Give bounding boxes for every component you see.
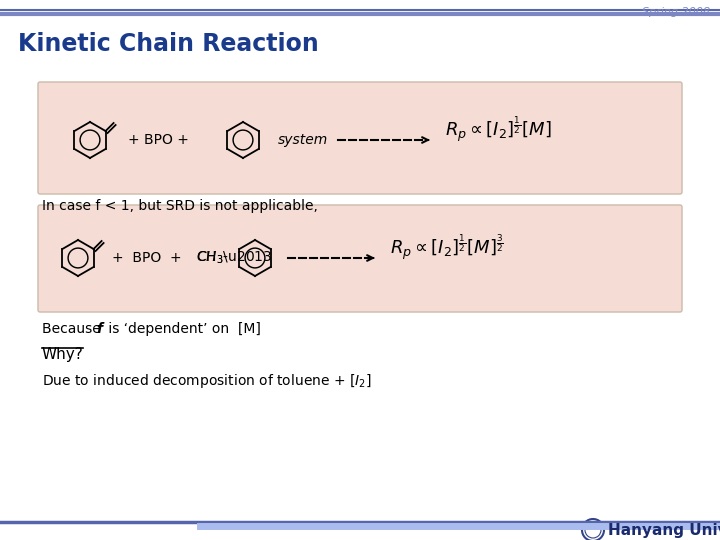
Text: system: system	[278, 133, 328, 147]
FancyBboxPatch shape	[38, 82, 682, 194]
Text: Due to induced decomposition of toluene + [$I_2$]: Due to induced decomposition of toluene …	[42, 372, 372, 390]
Text: Because: Because	[42, 322, 105, 336]
Text: $R_p \propto [I_2]^{\frac{1}{2}}[M]$: $R_p \propto [I_2]^{\frac{1}{2}}[M]$	[445, 115, 552, 145]
Text: +  BPO  +: + BPO +	[112, 251, 181, 265]
Text: Hanyang Univ: Hanyang Univ	[608, 523, 720, 537]
Text: Kinetic Chain Reaction: Kinetic Chain Reaction	[18, 32, 319, 56]
Text: is ‘dependent’ on  [M]: is ‘dependent’ on [M]	[104, 322, 261, 336]
Text: Why?: Why?	[42, 347, 84, 362]
Text: f: f	[96, 322, 102, 336]
Text: $CH_3$-: $CH_3$-	[196, 250, 229, 266]
Text: $R_p \propto [I_2]^{\frac{1}{2}}[M]^{\frac{3}{2}}$: $R_p \propto [I_2]^{\frac{1}{2}}[M]^{\fr…	[390, 233, 504, 263]
FancyBboxPatch shape	[38, 205, 682, 312]
Text: Spring 2008: Spring 2008	[642, 7, 710, 17]
Text: $\mathregular{CH_3}$\u2013: $\mathregular{CH_3}$\u2013	[196, 250, 272, 266]
Text: + BPO +: + BPO +	[128, 133, 189, 147]
Text: In case f < 1, but SRD is not applicable,: In case f < 1, but SRD is not applicable…	[42, 199, 318, 213]
